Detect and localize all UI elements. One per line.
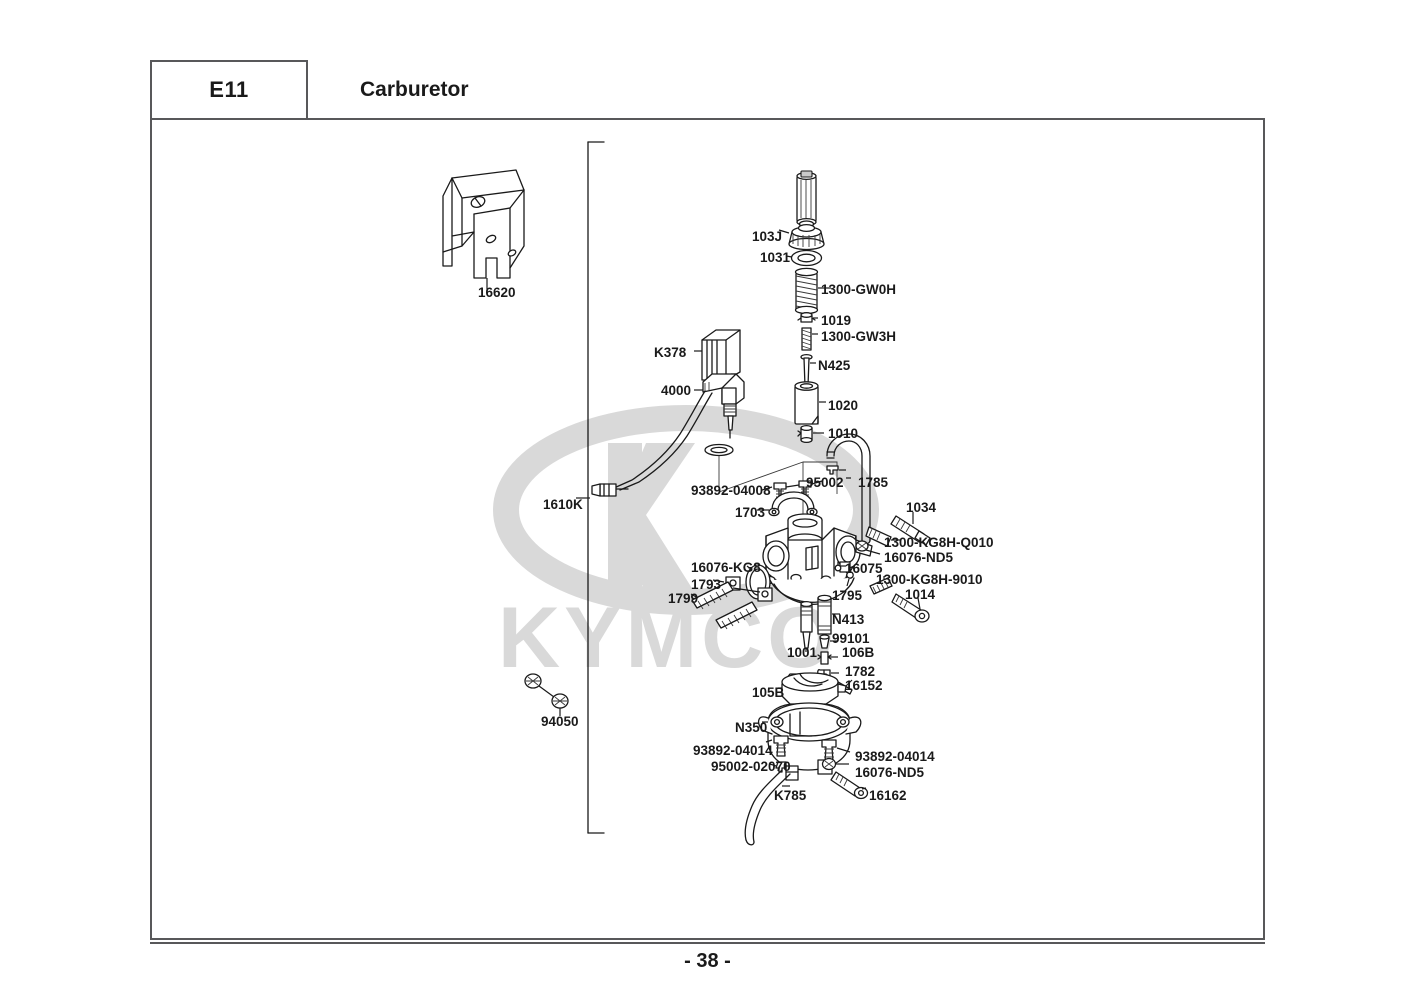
callout-N413: N413 [832,612,865,627]
part-103J [778,220,825,251]
callout-16152: 16152 [845,678,883,693]
part-106B [817,651,838,665]
callout-16076-ND5-upper: 16076-ND5 [884,550,954,565]
callout-93892-04014-right: 93892-04014 [855,749,935,764]
part-16076-ND5-lower [821,757,849,771]
callout-N425: N425 [818,358,851,373]
callout-K785: K785 [774,788,807,803]
callout-1019: 1019 [821,313,852,328]
part-16162 [830,771,869,800]
callout-94050: 94050 [541,714,579,729]
part-1031 [785,249,823,267]
callout-1782: 1782 [845,664,876,679]
page-number: - 38 - [684,950,731,972]
callout-K378: K378 [654,345,687,360]
callout-1300-KG8H-Q010: 1300-KG8H-Q010 [884,535,994,550]
callout-16162: 16162 [869,788,907,803]
part-1019 [797,312,818,323]
callout-1001: 1001 [787,645,818,660]
section-code-box: E11 [150,60,308,120]
callout-1300-GW0H: 1300-GW0H [821,282,897,297]
part-16620 [442,169,525,294]
callout-103J: 103J [752,229,783,244]
callout-99101: 99101 [832,631,870,646]
part-1300-GW3H [801,327,818,351]
part-99101 [819,634,838,649]
section-code: E11 [209,77,249,102]
callout-16620: 16620 [478,285,516,300]
callout-N350: N350 [735,720,768,735]
callout-1300-KG8H-9010: 1300-KG8H-9010 [876,572,983,587]
part-1034 [890,512,931,546]
part-1014 [891,593,930,623]
part-95002-02070 [769,761,787,773]
callout-106B: 106B [842,645,875,660]
callout-1300-GW3H: 1300-GW3H [821,329,897,344]
diagram-frame [150,120,1265,940]
callout-1031: 1031 [760,250,791,265]
part-105B [778,672,847,705]
part-K785 [744,769,791,846]
callout-16076-ND5-lower: 16076-ND5 [855,765,925,780]
header-divider [150,118,1265,120]
callout-93892-04014-left: 93892-04014 [693,743,773,758]
page-title: Carburetor [360,78,469,101]
part-1300-GW0H [794,267,831,315]
footer-divider [150,942,1265,944]
callout-95002-02070: 95002-02070 [711,759,791,774]
callout-4000: 4000 [661,383,692,398]
part-94050 [524,673,569,716]
callout-1014: 1014 [905,587,936,602]
part-93892-04014-left [765,735,789,757]
callout-105B: 105B [752,685,785,700]
callout-1034: 1034 [906,500,937,515]
